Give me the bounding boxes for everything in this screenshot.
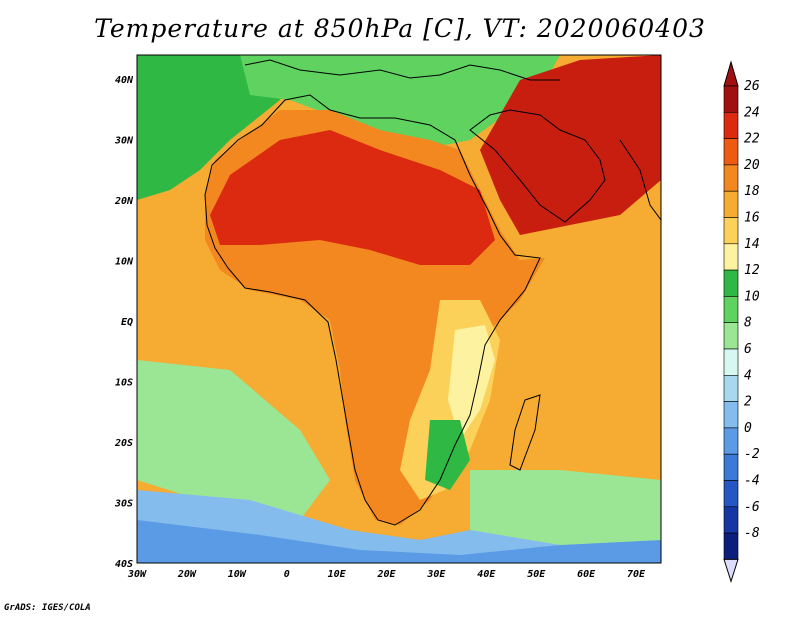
lat-tick-label: 30S xyxy=(114,499,133,510)
colorbar-level-label: 2 xyxy=(744,395,752,410)
colorbar-swatch xyxy=(723,138,739,166)
colorbar-swatch xyxy=(723,322,739,350)
lon-tick-label: 50E xyxy=(527,569,546,580)
colorbar-level-label: -2 xyxy=(744,447,760,462)
coastlines xyxy=(204,59,661,526)
lat-tick-label: 40S xyxy=(115,559,133,570)
field-south-atlantic-green xyxy=(137,360,330,520)
plot-frame xyxy=(136,54,662,564)
colorbar-swatch xyxy=(723,480,739,508)
lat-tick-label: 10N xyxy=(115,257,134,268)
coastline-india xyxy=(619,139,661,221)
colorbar-level-label: 6 xyxy=(744,342,752,357)
colorbar-swatch xyxy=(723,164,739,192)
colorbar-under-triangle xyxy=(723,558,739,584)
colorbar-swatch xyxy=(723,112,739,139)
coastline-europe xyxy=(244,59,560,81)
colorbar-swatch xyxy=(723,453,739,481)
credit-text: GrADS: IGES/COLA xyxy=(4,603,91,613)
coastline-madagascar xyxy=(509,394,541,471)
lon-tick-label: 70E xyxy=(627,569,646,580)
colorbar-level-label: 22 xyxy=(744,132,760,147)
colorbar-swatch xyxy=(723,190,739,218)
lon-tick-label: 30E xyxy=(426,569,446,580)
lat-tick-label: 40N xyxy=(115,75,134,86)
colorbar-swatch xyxy=(723,243,739,271)
colorbar-swatch xyxy=(723,401,739,429)
colorbar-level-label: -4 xyxy=(744,474,760,489)
colorbar-swatch xyxy=(723,427,739,455)
lon-tick-label: 30W xyxy=(127,569,147,580)
lon-tick-label: 20E xyxy=(376,569,396,580)
lat-tick-label: 30N xyxy=(114,136,134,147)
colorbar-swatch xyxy=(723,269,739,297)
coastline-arabia xyxy=(469,109,606,223)
colorbar-swatch xyxy=(723,348,739,376)
temperature-field xyxy=(137,55,661,563)
colorbar-level-label: 20 xyxy=(744,158,760,173)
field-sahara-hot xyxy=(210,130,495,265)
lat-tick-label: 20S xyxy=(114,438,133,449)
colorbar-level-label: 4 xyxy=(744,368,752,383)
colorbar-level-label: -6 xyxy=(744,500,760,515)
colorbar-swatch xyxy=(723,374,739,402)
lon-tick-label: 60E xyxy=(577,569,596,580)
field-arabia-hot xyxy=(480,55,661,235)
longitude-tick-labels: 30W 20W 10W 0 10E 20E 30E 40E 50E 60E 70E xyxy=(127,569,646,580)
lat-tick-label: 20N xyxy=(114,196,134,207)
colorbar-level-label: 24 xyxy=(744,105,760,120)
latitude-tick-labels: 40N 30N 20N 10N EQ 10S 20S 30S 40S xyxy=(114,75,134,570)
colorbar-level-label: 14 xyxy=(744,237,760,252)
colorbar-swatch xyxy=(723,506,739,534)
lon-tick-label: 10E xyxy=(328,569,347,580)
lon-tick-label: 40E xyxy=(477,569,496,580)
colorbar-swatch xyxy=(723,296,739,323)
colorbar-swatch xyxy=(723,217,739,245)
field-south-indian-green xyxy=(470,470,661,545)
colorbar-level-label: 8 xyxy=(744,316,752,331)
lon-tick-label: 10W xyxy=(228,569,247,580)
colorbar-level-label: 10 xyxy=(744,289,760,304)
colorbar-swatch xyxy=(723,532,739,560)
colorbar-over-triangle xyxy=(723,60,739,87)
field-southern-ocean-cold xyxy=(137,520,661,563)
coastline-africa xyxy=(204,94,541,526)
colorbar-swatch xyxy=(723,85,739,113)
chart-title: Temperature at 850hPa [C], VT: 202006040… xyxy=(94,14,706,43)
colorbar-level-label: 18 xyxy=(744,184,760,199)
colorbar-level-label: 12 xyxy=(744,263,760,278)
colorbar-level-label: 26 xyxy=(744,79,760,94)
lon-tick-label: 20W xyxy=(177,569,197,580)
lon-tick-label: 0 xyxy=(284,569,290,580)
lat-tick-label: 10S xyxy=(115,378,133,389)
colorbar-level-label: 0 xyxy=(744,421,752,436)
field-mediterranean xyxy=(240,55,560,150)
lat-tick-label: EQ xyxy=(121,317,133,328)
colorbar-level-label: 16 xyxy=(744,211,760,226)
colorbar-level-label: -8 xyxy=(744,526,760,541)
